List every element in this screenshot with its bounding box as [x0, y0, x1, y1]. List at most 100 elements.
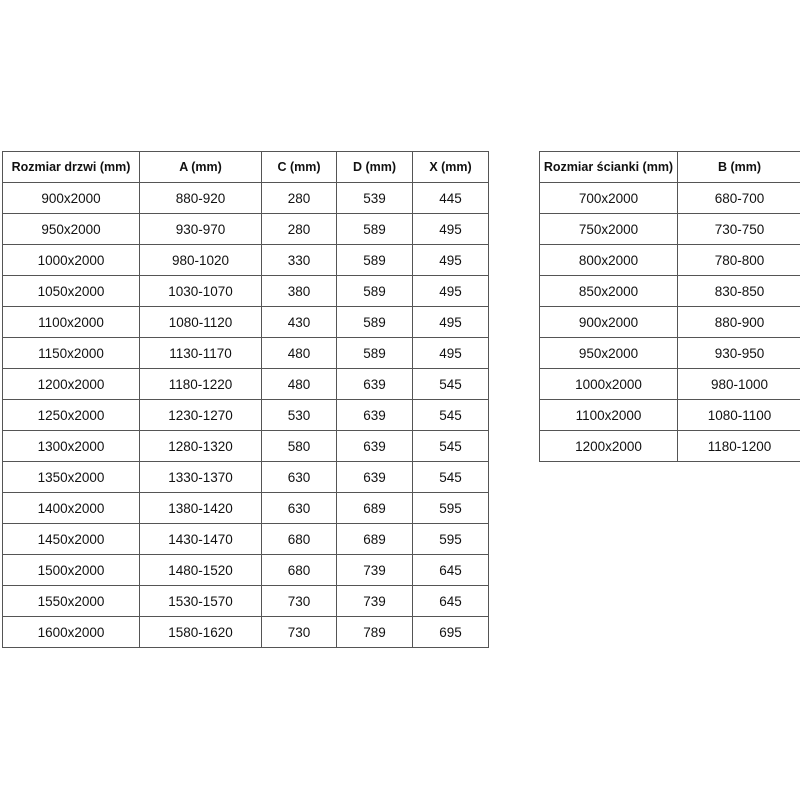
table-row: 900x2000 880-900: [539, 306, 800, 338]
table-cell: 495: [412, 244, 489, 276]
table-cell: 689: [336, 492, 413, 524]
table-cell: 739: [336, 554, 413, 586]
column-header: Rozmiar drzwi (mm): [2, 151, 140, 183]
table-cell: 589: [336, 306, 413, 338]
table-row: 950x2000 930-950: [539, 337, 800, 369]
table-cell: 1030-1070: [139, 275, 262, 307]
table-cell: 639: [336, 399, 413, 431]
table-cell: 695: [412, 616, 489, 648]
table-cell: 730-750: [677, 213, 800, 245]
table-cell: 730: [261, 616, 337, 648]
table-row: 1450x2000 1430-1470 680 689 595: [2, 523, 489, 555]
table-cell: 495: [412, 275, 489, 307]
table-cell: 750x2000: [539, 213, 678, 245]
table-cell: 645: [412, 585, 489, 617]
table-cell: 1500x2000: [2, 554, 140, 586]
table-row: 1550x2000 1530-1570 730 739 645: [2, 585, 489, 617]
table-cell: 730: [261, 585, 337, 617]
table-cell: 495: [412, 306, 489, 338]
table-row: 900x2000 880-920 280 539 445: [2, 182, 489, 214]
table-cell: 1000x2000: [539, 368, 678, 400]
table-cell: 589: [336, 337, 413, 369]
table-cell: 1280-1320: [139, 430, 262, 462]
table-row: 800x2000 780-800: [539, 244, 800, 276]
table-cell: 280: [261, 213, 337, 245]
table-cell: 1330-1370: [139, 461, 262, 493]
table-row: 1300x2000 1280-1320 580 639 545: [2, 430, 489, 462]
table-row: 1000x2000 980-1020 330 589 495: [2, 244, 489, 276]
table-cell: 445: [412, 182, 489, 214]
table-cell: 1000x2000: [2, 244, 140, 276]
table-row: 1200x2000 1180-1200: [539, 430, 800, 462]
table-cell: 800x2000: [539, 244, 678, 276]
table-cell: 980-1020: [139, 244, 262, 276]
table-cell: 680-700: [677, 182, 800, 214]
wall-size-table: Rozmiar ścianki (mm) B (mm) 700x2000 680-7…: [539, 151, 800, 462]
table-cell: 495: [412, 213, 489, 245]
table-cell: 1100x2000: [539, 399, 678, 431]
table-cell: 1400x2000: [2, 492, 140, 524]
table-cell: 680: [261, 523, 337, 555]
table-cell: 1100x2000: [2, 306, 140, 338]
table-cell: 545: [412, 368, 489, 400]
table-row: 950x2000 930-970 280 589 495: [2, 213, 489, 245]
table-row: 850x2000 830-850: [539, 275, 800, 307]
table-cell: 950x2000: [2, 213, 140, 245]
table-row: 1250x2000 1230-1270 530 639 545: [2, 399, 489, 431]
table-row: 1100x2000 1080-1120 430 589 495: [2, 306, 489, 338]
table-cell: 1480-1520: [139, 554, 262, 586]
table-cell: 880-920: [139, 182, 262, 214]
table-cell: 480: [261, 368, 337, 400]
table-cell: 595: [412, 523, 489, 555]
table-cell: 950x2000: [539, 337, 678, 369]
table-cell: 380: [261, 275, 337, 307]
table-cell: 930-950: [677, 337, 800, 369]
table-cell: 589: [336, 213, 413, 245]
table-row: 1050x2000 1030-1070 380 589 495: [2, 275, 489, 307]
column-header: D (mm): [336, 151, 413, 183]
table-cell: 789: [336, 616, 413, 648]
table-cell: 639: [336, 461, 413, 493]
column-header: Rozmiar ścianki (mm): [539, 151, 678, 183]
table-cell: 545: [412, 399, 489, 431]
column-header: A (mm): [139, 151, 262, 183]
table-cell: 1530-1570: [139, 585, 262, 617]
table-row: 1100x2000 1080-1100: [539, 399, 800, 431]
table-cell: 1430-1470: [139, 523, 262, 555]
table-cell: 1300x2000: [2, 430, 140, 462]
table-cell: 1350x2000: [2, 461, 140, 493]
table-cell: 1150x2000: [2, 337, 140, 369]
table-cell: 639: [336, 368, 413, 400]
table-cell: 480: [261, 337, 337, 369]
table-cell: 1380-1420: [139, 492, 262, 524]
table-row: 1350x2000 1330-1370 630 639 545: [2, 461, 489, 493]
table-cell: 1080-1120: [139, 306, 262, 338]
table-cell: 1130-1170: [139, 337, 262, 369]
door-size-table: Rozmiar drzwi (mm) A (mm) C (mm) D (mm) X (m…: [2, 151, 489, 648]
table-cell: 900x2000: [539, 306, 678, 338]
table-row: 1400x2000 1380-1420 630 689 595: [2, 492, 489, 524]
table-cell: 639: [336, 430, 413, 462]
table-cell: 1550x2000: [2, 585, 140, 617]
table-cell: 539: [336, 182, 413, 214]
table-cell: 1600x2000: [2, 616, 140, 648]
table-cell: 1080-1100: [677, 399, 800, 431]
table-cell: 280: [261, 182, 337, 214]
table-cell: 780-800: [677, 244, 800, 276]
table-cell: 1580-1620: [139, 616, 262, 648]
table-cell: 645: [412, 554, 489, 586]
column-header: X (mm): [412, 151, 489, 183]
door-table-header: Rozmiar drzwi (mm) A (mm) C (mm) D (mm) X (m…: [2, 151, 489, 183]
wall-table-header: Rozmiar ścianki (mm) B (mm): [539, 151, 800, 183]
table-cell: 689: [336, 523, 413, 555]
table-cell: 1180-1220: [139, 368, 262, 400]
table-cell: 580: [261, 430, 337, 462]
table-cell: 1200x2000: [539, 430, 678, 462]
table-cell: 595: [412, 492, 489, 524]
column-header: B (mm): [677, 151, 800, 183]
table-cell: 1450x2000: [2, 523, 140, 555]
table-cell: 900x2000: [2, 182, 140, 214]
table-cell: 830-850: [677, 275, 800, 307]
table-row: 750x2000 730-750: [539, 213, 800, 245]
table-cell: 430: [261, 306, 337, 338]
